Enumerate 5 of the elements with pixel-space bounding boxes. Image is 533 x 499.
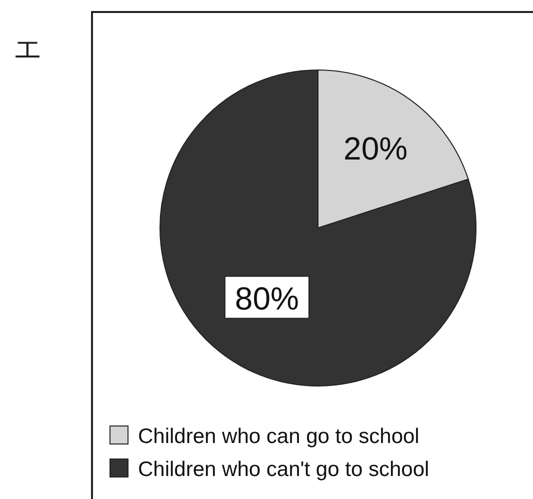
data-label: 80% xyxy=(234,280,299,316)
legend-label: Children who can go to school xyxy=(138,425,420,448)
chart-title: エ xyxy=(14,33,42,64)
legend-label: Children who can't go to school xyxy=(138,458,430,481)
data-label: 20% xyxy=(344,130,408,167)
